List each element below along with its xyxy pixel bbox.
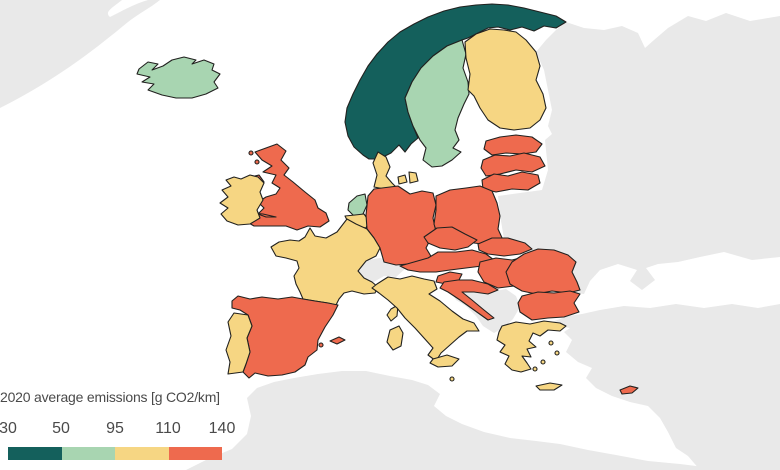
legend-title: 2020 average emissions [g CO2/km]	[0, 389, 220, 405]
country-czechia	[423, 226, 478, 251]
legend-band-red	[168, 447, 222, 460]
legend-color-bar	[8, 447, 222, 460]
country-italy-sicily	[429, 354, 460, 368]
country-denmark-funen	[397, 174, 408, 185]
country-romania	[505, 248, 581, 295]
country-estonia	[483, 134, 543, 156]
country-spain-mallorca	[329, 336, 346, 345]
country-latvia	[480, 152, 546, 177]
region-turkey-middle-east	[552, 304, 780, 470]
country-italy	[371, 275, 480, 362]
balearic-island	[318, 342, 324, 348]
country-malta	[449, 376, 455, 382]
legend-tick-95: 95	[106, 420, 124, 437]
country-italy-sardinia	[386, 325, 404, 351]
region-greenland	[0, 0, 160, 108]
country-finland	[464, 28, 547, 131]
legend-band-green	[61, 447, 115, 460]
aegean-island	[540, 359, 546, 365]
country-france	[270, 218, 381, 306]
country-sweden	[404, 39, 470, 168]
legend-tick-140: 140	[208, 420, 236, 437]
region-russia-belarus-ukraine	[498, 13, 780, 294]
aegean-island	[532, 366, 538, 372]
country-denmark	[372, 151, 397, 190]
country-bulgaria	[517, 290, 581, 321]
country-greece-crete	[535, 382, 563, 391]
legend-tick-110: 110	[155, 420, 181, 437]
country-croatia	[439, 279, 499, 321]
aegean-island	[548, 340, 554, 346]
legend-band-yellow	[115, 447, 169, 460]
country-denmark-zealand	[408, 171, 419, 184]
aegean-island	[554, 350, 560, 356]
legend-tick-30: 30	[0, 420, 17, 437]
countries-layer	[136, 3, 639, 395]
country-ireland	[219, 174, 265, 226]
country-slovakia	[477, 237, 533, 257]
legend-tick-50: 50	[52, 420, 70, 437]
country-greece	[496, 320, 567, 373]
region-north-africa	[186, 371, 724, 470]
country-cyprus	[619, 385, 639, 395]
country-portugal	[225, 312, 253, 375]
country-netherlands	[347, 193, 368, 218]
legend-band-teal	[8, 447, 62, 460]
hebrides-island	[248, 150, 254, 156]
country-iceland	[136, 56, 221, 99]
hebrides-island	[254, 159, 260, 165]
